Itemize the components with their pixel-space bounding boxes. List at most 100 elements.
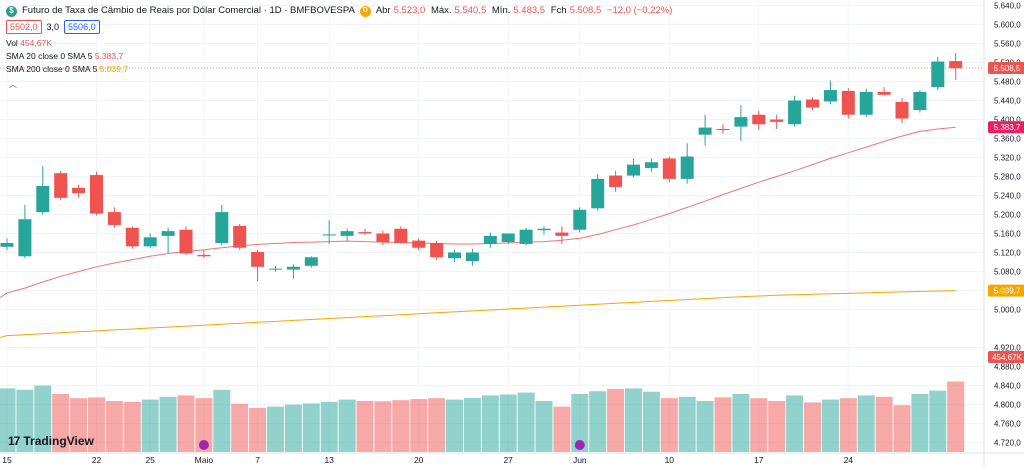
candle-down [841, 91, 855, 115]
candlestick-series [0, 53, 963, 281]
candle-up [161, 231, 175, 236]
y-tick-label: 5.240,0 [994, 192, 1021, 201]
sma200-legend[interactable]: SMA 200 close 0 SMA 5 5.039,7 [6, 63, 675, 76]
volume-bar [553, 406, 571, 452]
y-tick-label: 5.440,0 [994, 97, 1021, 106]
y-tick-label: 4.800,0 [994, 401, 1021, 410]
candle-up [537, 228, 551, 231]
volume-bar [696, 401, 714, 452]
volume-bar [499, 394, 517, 452]
volume-bar [105, 401, 123, 452]
candle-up [448, 252, 461, 259]
last-price-badge-bg [988, 61, 1024, 74]
y-tick-label: 4.880,0 [994, 363, 1021, 372]
y-tick-label: 4.720,0 [994, 439, 1021, 448]
sma200-badge-bg [988, 284, 1024, 297]
y-tick-label: 5.200,0 [994, 211, 1021, 220]
candle-down [555, 232, 569, 236]
volume-indicator-legend[interactable]: Vol 454,67K [6, 37, 675, 50]
volume-bar [249, 408, 267, 452]
sma20-badge: 5.383,7 [994, 123, 1021, 132]
x-tick-label: 15 [2, 455, 12, 465]
candle-up [680, 156, 694, 179]
sell-button[interactable]: 5502,0 [6, 20, 42, 34]
volume-bar [284, 404, 302, 452]
volume-bar [70, 398, 88, 452]
candle-down [107, 212, 121, 225]
volume-bar [857, 395, 875, 452]
volume-bar [786, 395, 804, 452]
open-label: Abr [375, 5, 391, 16]
candle-down [609, 175, 623, 187]
candle-up [465, 252, 479, 262]
x-tick-label: 10 [665, 455, 675, 465]
candle-down [949, 61, 963, 69]
candle-up [269, 268, 282, 270]
y-tick-label: 5.160,0 [994, 230, 1021, 239]
candle-down [54, 173, 68, 198]
candle-up [859, 91, 873, 115]
volume-bar [607, 388, 625, 452]
candle-up [627, 164, 640, 176]
symbol-title[interactable]: Futuro de Taxa de Câmbio de Reais por Dó… [22, 5, 355, 16]
candle-down [233, 225, 247, 248]
volume-bar [374, 401, 392, 452]
ohlc-values: Abr 5.523,0 Máx. 5.540,5 Mín. 5.483,5 Fch 5.… [376, 4, 676, 18]
tradingview-logo[interactable]: 17 TradingView [8, 434, 94, 448]
candle-down [806, 99, 819, 108]
candle-down [90, 175, 103, 214]
last-price-badge: 5.508,5 [994, 64, 1021, 73]
buy-button[interactable]: 5506,0 [64, 20, 100, 34]
y-tick-label: 5.600,0 [994, 21, 1021, 30]
volume-bar [177, 395, 195, 452]
candle-down [877, 91, 891, 95]
volume-bar [0, 388, 16, 452]
x-tick-label: Jun [573, 455, 587, 465]
tradingview-logo-text: TradingView [23, 434, 94, 448]
x-tick-label: 25 [145, 455, 155, 465]
candle-down [179, 229, 193, 254]
sma200-line [0, 290, 956, 338]
candle-down [752, 114, 766, 125]
candle-down [662, 158, 676, 179]
candle-down [125, 227, 139, 247]
volume-bar [750, 398, 768, 452]
volume-bar [320, 401, 338, 452]
volume-badge-bg [988, 351, 1024, 363]
vol-value: 454,67K [20, 38, 52, 48]
volume-bar [463, 397, 481, 452]
close-label: Fch [550, 5, 567, 16]
candle-down [394, 228, 408, 243]
volume-bar [123, 401, 141, 452]
volume-bar [571, 394, 589, 452]
x-tick-label: 7 [255, 455, 260, 465]
y-tick-label: 4.840,0 [994, 382, 1021, 391]
y-tick-label: 5.320,0 [994, 154, 1021, 163]
volume-bar [338, 399, 356, 452]
close-value: 5.508,5 [569, 5, 602, 16]
volume-bar [267, 406, 284, 452]
volume-bar [213, 389, 231, 452]
volume-bar [911, 394, 929, 452]
candle-up [519, 229, 533, 244]
volume-bar [88, 397, 105, 452]
event-marker-icon [574, 440, 585, 450]
symbol-row: $ Futuro de Taxa de Câmbio de Reais por … [6, 4, 675, 18]
volume-bar [839, 398, 857, 452]
y-tick-label: 4.920,0 [994, 344, 1021, 353]
candle-down [251, 252, 265, 267]
sma20-label: SMA 20 close 0 SMA 5 [6, 51, 93, 61]
volume-bar [141, 399, 159, 452]
delayed-data-icon[interactable]: D [359, 5, 371, 17]
collapse-legend-button[interactable]: ︿ [6, 79, 20, 89]
sma200-label: SMA 200 close 0 SMA 5 [6, 64, 98, 74]
candle-down [770, 119, 784, 122]
y-tick-label: 5.000,0 [994, 306, 1021, 315]
candle-down [895, 101, 909, 119]
candle-up [0, 243, 14, 247]
volume-bar [642, 391, 660, 452]
x-tick-label: 24 [844, 455, 854, 465]
y-tick-label: 5.560,0 [994, 40, 1021, 49]
sma20-legend[interactable]: SMA 20 close 0 SMA 5 5.383,7 [6, 50, 675, 63]
